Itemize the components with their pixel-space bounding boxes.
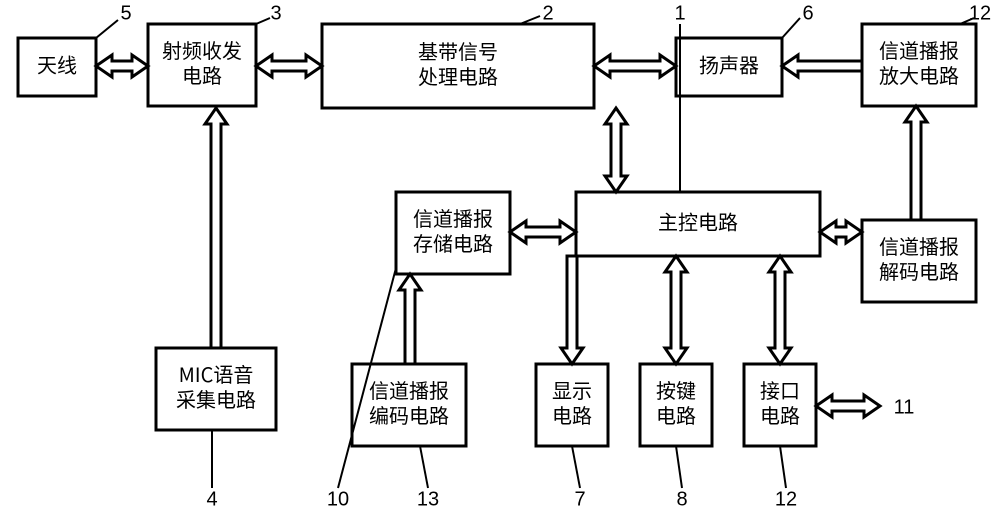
callout-leader xyxy=(782,18,800,38)
block-label: 电路 xyxy=(182,60,222,89)
block-speaker: 扬声器 xyxy=(676,38,782,96)
block-baseband: 基带信号处理电路 xyxy=(322,24,594,108)
arrow xyxy=(769,256,791,364)
callout-number: 4 xyxy=(206,488,217,510)
block-amp: 信道播报放大电路 xyxy=(862,24,976,106)
block-iface: 接口电路 xyxy=(744,364,816,446)
block-label: 解码电路 xyxy=(879,256,959,285)
callout-leader xyxy=(780,446,786,488)
arrow xyxy=(205,108,227,348)
callout-number: 7 xyxy=(574,488,585,510)
callout-number: 10 xyxy=(327,488,349,510)
arrow xyxy=(816,395,880,417)
callout-number: 6 xyxy=(802,2,813,24)
arrow xyxy=(905,106,927,220)
block-main: 主控电路 xyxy=(576,192,820,256)
callout-number: 1 xyxy=(674,2,685,24)
block-display: 显示电路 xyxy=(536,364,608,446)
block-label: 电路 xyxy=(552,400,592,429)
callout-leader xyxy=(96,20,118,38)
arrow xyxy=(399,274,421,364)
callout-number: 8 xyxy=(676,488,687,510)
block-label: 扬声器 xyxy=(699,49,759,78)
arrow xyxy=(605,108,627,192)
block-label: 主控电路 xyxy=(658,206,738,235)
block-decode: 信道播报解码电路 xyxy=(862,220,976,302)
arrow xyxy=(782,55,862,77)
block-label: 天线 xyxy=(37,49,77,78)
arrow xyxy=(256,55,322,77)
arrow xyxy=(561,256,583,364)
block-keypad: 按键电路 xyxy=(640,364,712,446)
block-antenna: 天线 xyxy=(18,38,96,96)
block-storage: 信道播报存储电路 xyxy=(396,192,510,274)
arrow xyxy=(594,55,676,77)
callout-leader xyxy=(572,446,580,488)
arrow xyxy=(665,256,687,364)
callout-number: 3 xyxy=(270,2,281,24)
callout-leader xyxy=(256,18,270,24)
block-label: 编码电路 xyxy=(369,400,449,429)
block-label: 采集电路 xyxy=(176,384,256,413)
block-label: 存储电路 xyxy=(413,228,493,257)
arrow xyxy=(510,221,576,243)
callout-number: 2 xyxy=(542,2,553,24)
arrow xyxy=(96,55,148,77)
callout-number: 12 xyxy=(969,2,991,24)
callout-number: 5 xyxy=(120,2,131,24)
callout-leader xyxy=(420,446,428,488)
block-label: 电路 xyxy=(760,400,800,429)
block-mic: MIC语音采集电路 xyxy=(156,348,276,430)
block-label: 放大电路 xyxy=(879,60,959,89)
arrow xyxy=(820,221,862,243)
callout-number: 11 xyxy=(894,396,915,418)
block-encode: 信道播报编码电路 xyxy=(352,364,466,446)
callout-number: 12 xyxy=(775,488,797,510)
callout-leader xyxy=(676,446,682,488)
callout-number: 13 xyxy=(417,488,439,510)
block-label: 电路 xyxy=(656,400,696,429)
block-rf: 射频收发电路 xyxy=(148,24,256,106)
block-label: 处理电路 xyxy=(418,61,498,90)
